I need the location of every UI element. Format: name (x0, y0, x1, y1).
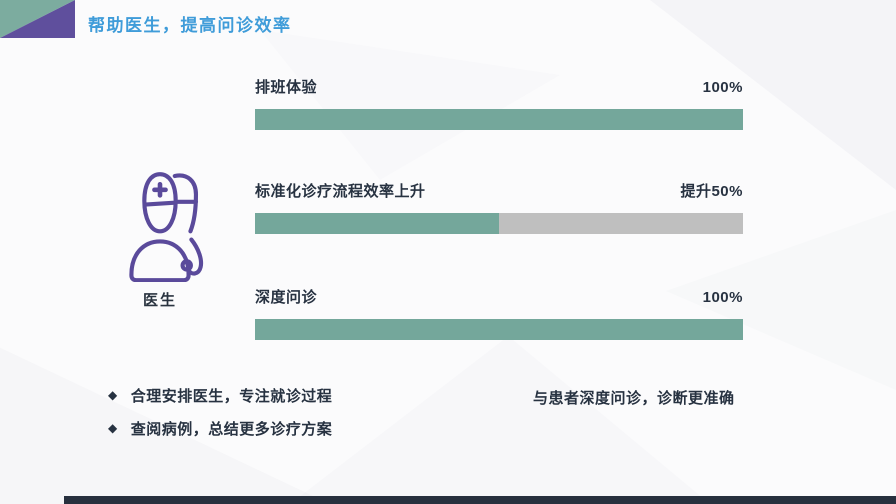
diamond-bullet-icon: ◆ (108, 421, 118, 435)
bar-value: 100% (702, 79, 743, 96)
footer-accent-bar (64, 496, 896, 504)
bar-row: 深度问诊 100% (255, 286, 743, 340)
doctor-figure: 医生 (104, 164, 216, 310)
background-facet (290, 336, 710, 504)
bullet-text: 查阅病例，总结更多诊疗方案 (130, 420, 333, 438)
progress-bar-group: 排班体验 100% 标准化诊疗流程效率上升 提升50% 深度问诊 100% (255, 0, 743, 360)
bullet-text: 合理安排医生，专注就诊过程 (130, 387, 333, 405)
bar-row: 排班体验 100% (255, 76, 743, 130)
bar-label: 排班体验 (255, 79, 318, 96)
slide-title: 帮助医生，提高问诊效率 (88, 16, 292, 35)
doctor-icon (104, 164, 216, 282)
bar-label: 标准化诊疗流程效率上升 (255, 183, 426, 200)
corner-accent-shape (0, 0, 75, 38)
bar-track (255, 213, 743, 234)
bar-label: 深度问诊 (255, 289, 318, 306)
list-item: ◆ 查阅病例，总结更多诊疗方案 (108, 417, 332, 439)
bar-fill (255, 213, 499, 234)
bullet-list: ◆ 合理安排医生，专注就诊过程 ◆ 查阅病例，总结更多诊疗方案 (108, 384, 332, 450)
bar-fill (255, 319, 743, 340)
bar-value: 100% (702, 289, 743, 306)
diamond-bullet-icon: ◆ (108, 388, 118, 402)
bar-value: 提升50% (680, 183, 743, 200)
bar-row: 标准化诊疗流程效率上升 提升50% (255, 180, 743, 234)
doctor-label: 医生 (142, 292, 177, 309)
bar-track (255, 319, 743, 340)
bar-track (255, 109, 743, 130)
list-item: ◆ 合理安排医生，专注就诊过程 (108, 384, 332, 406)
bar-fill (255, 109, 743, 130)
right-note: 与患者深度问诊，诊断更准确 (533, 390, 735, 407)
